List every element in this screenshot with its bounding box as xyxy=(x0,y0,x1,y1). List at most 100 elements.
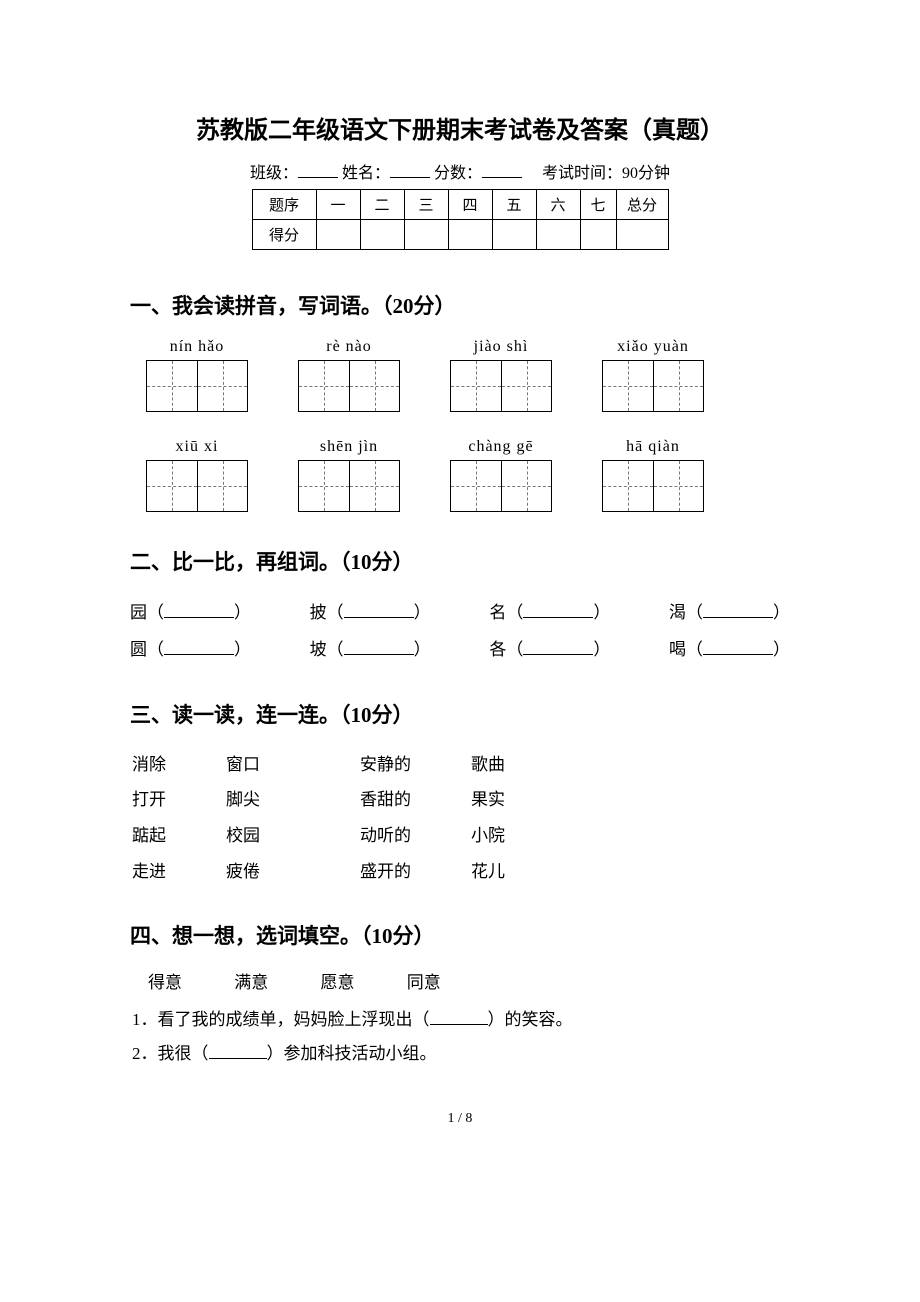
word-bank: 得意 满意 愿意 同意 xyxy=(148,968,790,993)
score-cell[interactable] xyxy=(492,220,536,250)
compare-blank[interactable] xyxy=(164,641,234,655)
compare-blank[interactable] xyxy=(344,604,414,618)
fill-text: 1．看了我的成绩单，妈妈脸上浮现出（ xyxy=(132,1010,430,1029)
name-label: 姓名： xyxy=(342,165,390,182)
match-item: 安静的 xyxy=(360,747,411,783)
tianzi-grid[interactable] xyxy=(450,360,552,412)
section-2-heading: 二、比一比，再组词。（10分） xyxy=(130,546,790,576)
pinyin-group-1: nín hǎo rè nào jiào shì xiǎo yuàn xyxy=(130,338,790,416)
match-col-left: 安静的 香甜的 动听的 盛开的 xyxy=(360,747,411,890)
class-blank[interactable] xyxy=(298,162,338,178)
col-header: 一 xyxy=(316,190,360,220)
compare-blank[interactable] xyxy=(344,641,414,655)
word-option: 愿意 xyxy=(321,973,355,992)
tianzi-grid[interactable] xyxy=(298,460,400,512)
compare-char: 喝 xyxy=(669,640,686,659)
match-item: 果实 xyxy=(471,782,505,818)
pinyin-item: chàng gē xyxy=(440,438,562,516)
page-number: 1 / 8 xyxy=(130,1111,790,1127)
compare-row: 圆（） 坡（） 各（） 喝（） xyxy=(130,631,790,668)
match-item: 打开 xyxy=(132,782,166,818)
match-item: 花儿 xyxy=(471,854,505,890)
col-header: 五 xyxy=(492,190,536,220)
tianzi-grid[interactable] xyxy=(146,460,248,512)
fill-text: ）的笑容。 xyxy=(488,1010,573,1029)
pinyin-item: rè nào xyxy=(288,338,410,416)
col-header: 三 xyxy=(404,190,448,220)
col-header: 六 xyxy=(536,190,580,220)
section-3-heading: 三、读一读，连一连。（10分） xyxy=(130,699,790,729)
score-table: 题序 一 二 三 四 五 六 七 总分 得分 xyxy=(252,189,669,250)
tianzi-grid[interactable] xyxy=(602,360,704,412)
tianzi-grid[interactable] xyxy=(298,360,400,412)
compare-char: 园 xyxy=(130,603,147,622)
match-item: 小院 xyxy=(471,818,505,854)
compare-blank[interactable] xyxy=(703,604,773,618)
fill-line-1: 1．看了我的成绩单，妈妈脸上浮现出（ ）的笑容。 xyxy=(132,1003,790,1037)
match-item: 走进 xyxy=(132,854,166,890)
score-cell[interactable] xyxy=(316,220,360,250)
fill-text: ）参加科技活动小组。 xyxy=(267,1044,437,1063)
compare-char: 渴 xyxy=(669,603,686,622)
pinyin-label: hā qiàn xyxy=(592,438,714,456)
match-col-left: 消除 打开 踮起 走进 xyxy=(132,747,166,890)
match-col-right: 窗口 脚尖 校园 疲倦 xyxy=(226,747,260,890)
table-row: 得分 xyxy=(252,220,668,250)
name-blank[interactable] xyxy=(390,162,430,178)
fill-text: 2．我很（ xyxy=(132,1044,209,1063)
match-item: 疲倦 xyxy=(226,854,260,890)
compare-char: 名 xyxy=(489,603,506,622)
pinyin-label: jiào shì xyxy=(440,338,562,356)
compare-char: 坡 xyxy=(310,640,327,659)
fill-line-2: 2．我很（ ）参加科技活动小组。 xyxy=(132,1037,790,1071)
score-blank[interactable] xyxy=(482,162,522,178)
word-option: 得意 xyxy=(148,973,182,992)
time-label: 考试时间：90分钟 xyxy=(542,165,670,182)
pinyin-label: chàng gē xyxy=(440,438,562,456)
section-1-heading: 一、我会读拼音，写词语。（20分） xyxy=(130,290,790,320)
score-cell[interactable] xyxy=(536,220,580,250)
tianzi-grid[interactable] xyxy=(602,460,704,512)
match-item: 脚尖 xyxy=(226,782,260,818)
col-header: 七 xyxy=(580,190,616,220)
fill-blank[interactable] xyxy=(430,1011,488,1025)
col-header: 四 xyxy=(448,190,492,220)
fill-blank[interactable] xyxy=(209,1045,267,1059)
section-4-heading: 四、想一想，选词填空。（10分） xyxy=(130,920,790,950)
row-header: 得分 xyxy=(252,220,316,250)
score-cell[interactable] xyxy=(448,220,492,250)
match-item: 踮起 xyxy=(132,818,166,854)
compare-blank[interactable] xyxy=(523,641,593,655)
class-label: 班级： xyxy=(250,165,298,182)
pinyin-label: xiū xi xyxy=(136,438,258,456)
page-title: 苏教版二年级语文下册期末考试卷及答案（真题） xyxy=(130,110,790,145)
tianzi-grid[interactable] xyxy=(450,460,552,512)
score-cell[interactable] xyxy=(404,220,448,250)
pinyin-label: rè nào xyxy=(288,338,410,356)
compare-blank[interactable] xyxy=(523,604,593,618)
col-header: 二 xyxy=(360,190,404,220)
match-group: 消除 打开 踮起 走进 窗口 脚尖 校园 疲倦 安静的 香甜的 动听的 盛开的 … xyxy=(132,747,790,890)
match-col-right: 歌曲 果实 小院 花儿 xyxy=(471,747,505,890)
pinyin-label: xiǎo yuàn xyxy=(592,338,714,356)
meta-row: 班级： 姓名： 分数： 考试时间：90分钟 xyxy=(130,159,790,183)
word-option: 满意 xyxy=(234,973,268,992)
match-item: 消除 xyxy=(132,747,166,783)
row-header: 题序 xyxy=(252,190,316,220)
compare-char: 披 xyxy=(310,603,327,622)
total-cell[interactable] xyxy=(616,220,668,250)
compare-blank[interactable] xyxy=(703,641,773,655)
score-cell[interactable] xyxy=(580,220,616,250)
match-item: 香甜的 xyxy=(360,782,411,818)
score-cell[interactable] xyxy=(360,220,404,250)
pinyin-item: xiǎo yuàn xyxy=(592,338,714,416)
tianzi-grid[interactable] xyxy=(146,360,248,412)
compare-blank[interactable] xyxy=(164,604,234,618)
pinyin-item: shēn jìn xyxy=(288,438,410,516)
compare-char: 圆 xyxy=(130,640,147,659)
pinyin-item: hā qiàn xyxy=(592,438,714,516)
match-item: 校园 xyxy=(226,818,260,854)
pinyin-item: jiào shì xyxy=(440,338,562,416)
pinyin-label: shēn jìn xyxy=(288,438,410,456)
word-option: 同意 xyxy=(407,973,441,992)
